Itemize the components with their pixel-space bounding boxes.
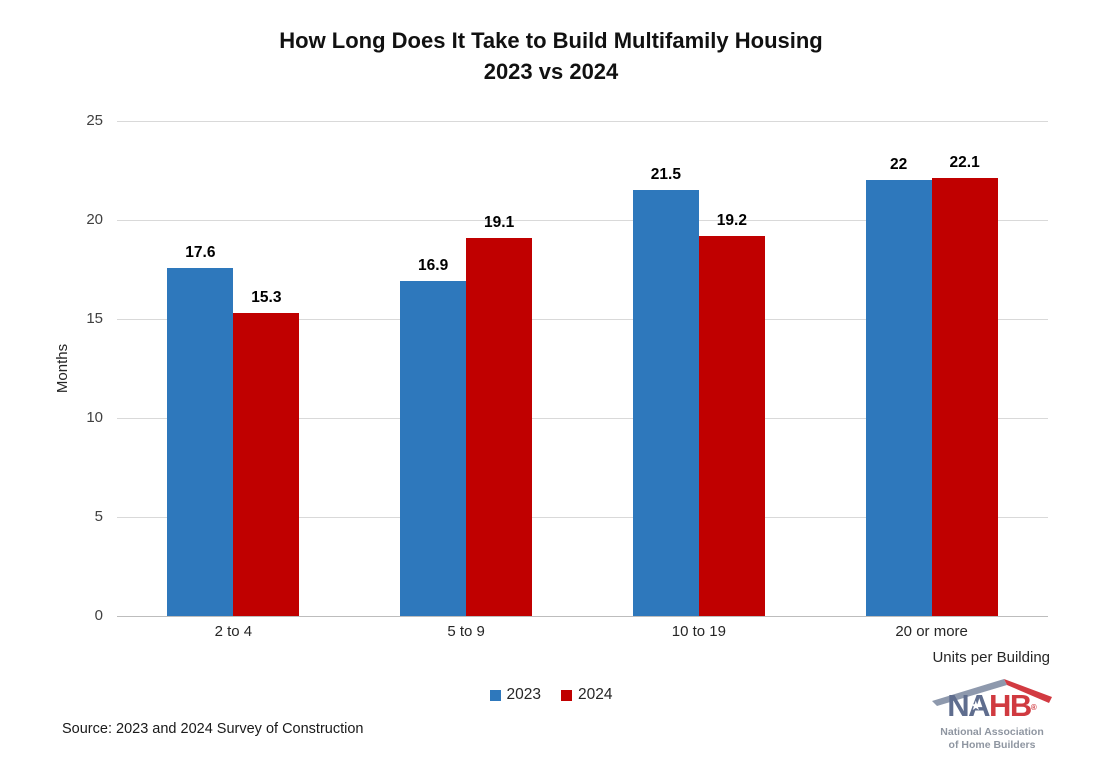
y-tick-label-25: 25 [86, 112, 103, 129]
y-tick-label-5: 5 [94, 508, 103, 525]
value-label-2023-5 to 9: 16.9 [418, 257, 449, 275]
chart-title: How Long Does It Take to Build Multifami… [0, 25, 1102, 87]
y-tick-label-10: 10 [86, 409, 103, 426]
value-label-2024-10 to 19: 19.2 [716, 211, 747, 229]
gridline-15 [117, 319, 1048, 320]
value-label-2024-20 or more: 22.1 [949, 154, 980, 172]
source-note: Source: 2023 and 2024 Survey of Construc… [62, 721, 364, 737]
chart-title-line1: How Long Does It Take to Build Multifami… [279, 28, 823, 53]
bar-2023-2 to 4 [167, 267, 234, 616]
nahb-wordmark: NAHB® [928, 690, 1056, 723]
y-axis-label: Months [54, 343, 72, 394]
gridline-25 [117, 121, 1048, 122]
value-label-2023-20 or more: 22 [890, 156, 908, 174]
category-label-5 to 9: 5 to 9 [447, 623, 485, 640]
legend-swatch-2024 [561, 689, 572, 701]
bar-2023-20 or more [865, 180, 932, 616]
category-label-2 to 4: 2 to 4 [214, 623, 253, 640]
value-label-2024-5 to 9: 19.1 [484, 213, 515, 231]
y-tick-label-15: 15 [86, 310, 103, 327]
category-label-10 to 19: 10 to 19 [671, 623, 726, 640]
value-label-2023-2 to 4: 17.6 [185, 243, 216, 261]
legend-item-2023: 2023 [489, 686, 541, 704]
bar-2024-10 to 19 [698, 235, 765, 616]
y-tick-label-20: 20 [86, 211, 103, 228]
bar-2024-20 or more [931, 178, 998, 616]
gridline-5 [117, 517, 1048, 518]
roof-icon [932, 679, 1052, 706]
legend-item-2024: 2024 [561, 686, 612, 704]
nahb-letters-hb: HB [989, 688, 1032, 723]
logo-tagline-line1: National Association [940, 726, 1044, 738]
x-axis-label: Units per Building [932, 649, 1050, 666]
bar-2024-5 to 9 [466, 237, 533, 616]
bar-2023-10 to 19 [632, 190, 699, 616]
gridline-20 [117, 220, 1048, 221]
nahb-letters-na: NA [947, 688, 990, 723]
legend-label-2023: 2023 [506, 686, 541, 703]
category-label-20 or more: 20 or more [895, 623, 968, 640]
gridline-10 [117, 418, 1048, 419]
star-icon: ★ [970, 698, 982, 713]
nahb-logo: NAHB® ★ National Association of Home Bui… [928, 676, 1056, 758]
registered-trademark-symbol: ® [1030, 703, 1037, 712]
legend: 2023 2024 [0, 686, 1102, 704]
chart-title-line2: 2023 vs 2024 [483, 59, 619, 84]
bar-2023-5 to 9 [400, 281, 467, 616]
value-label-2024-2 to 4: 15.3 [251, 289, 282, 307]
gridline-0 [117, 616, 1048, 617]
logo-tagline-line2: of Home Builders [948, 739, 1036, 751]
legend-label-2024: 2024 [578, 686, 613, 703]
legend-swatch-2023 [489, 689, 501, 701]
bar-2024-2 to 4 [233, 313, 300, 616]
y-tick-label-0: 0 [94, 607, 103, 624]
value-label-2023-10 to 19: 21.5 [650, 166, 681, 184]
